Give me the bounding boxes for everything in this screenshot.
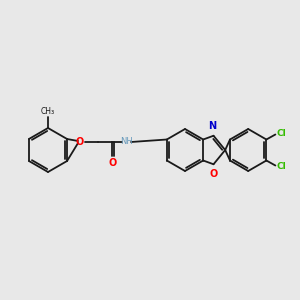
Text: O: O (109, 158, 117, 168)
Text: CH₃: CH₃ (41, 107, 55, 116)
Text: O: O (76, 137, 84, 147)
Text: Cl: Cl (276, 162, 286, 171)
Text: N: N (208, 121, 217, 131)
Text: NH: NH (120, 136, 132, 146)
Text: O: O (209, 169, 217, 179)
Text: Cl: Cl (276, 129, 286, 138)
